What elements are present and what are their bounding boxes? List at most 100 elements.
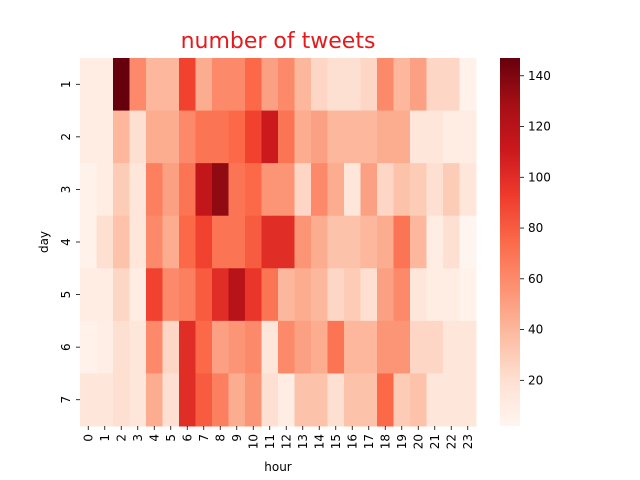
heatmap-cell	[96, 215, 114, 269]
x-tick-label: 9	[230, 434, 244, 442]
heatmap-cell	[410, 320, 427, 374]
heatmap-cell	[459, 58, 477, 112]
heatmap-cell	[311, 268, 328, 322]
colorbar-tick-label: 20	[528, 373, 543, 387]
heatmap-cell	[96, 268, 114, 322]
x-tick-label: 15	[329, 434, 343, 449]
heatmap-cell	[129, 373, 147, 427]
heatmap-cell	[179, 215, 196, 269]
heatmap-cell	[195, 320, 213, 374]
heatmap-cell	[327, 373, 345, 427]
colorbar	[500, 58, 520, 426]
heatmap-cell	[228, 215, 246, 269]
heatmap-cell	[294, 320, 312, 374]
heatmap-cell	[245, 215, 262, 269]
x-tick-label: 2	[114, 434, 128, 442]
heatmap-cell	[327, 268, 345, 322]
heatmap-cell	[327, 110, 345, 164]
heatmap-cell	[278, 373, 295, 427]
heatmap-cell	[393, 58, 411, 112]
x-tick-label: 4	[147, 434, 161, 442]
heatmap-cell	[179, 58, 196, 112]
y-axis-label: day	[37, 231, 51, 253]
heatmap-cell	[294, 268, 312, 322]
heatmap-cell	[360, 163, 378, 217]
heatmap-cell	[344, 268, 361, 322]
heatmap-cell	[129, 110, 147, 164]
heatmap-cell	[410, 373, 427, 427]
heatmap-cell	[162, 268, 180, 322]
x-tick-label: 17	[362, 434, 376, 449]
heatmap-cell	[129, 320, 147, 374]
heatmap-cell	[393, 163, 411, 217]
heatmap-cell	[179, 373, 196, 427]
heatmap-cell	[228, 110, 246, 164]
heatmap-cell	[179, 110, 196, 164]
heatmap-cell	[410, 163, 427, 217]
heatmap-cell	[344, 215, 361, 269]
heatmap-cell	[278, 320, 295, 374]
colorbar-tick-label: 40	[528, 323, 543, 337]
heatmap-cell	[80, 110, 97, 164]
heatmap-cell	[344, 110, 361, 164]
x-tick-label: 12	[279, 434, 293, 449]
heatmap-cell	[212, 320, 229, 374]
heatmap-cell	[410, 58, 427, 112]
heatmap-cell	[278, 58, 295, 112]
colorbar-tick-label: 60	[528, 272, 543, 286]
heatmap-cell	[162, 110, 180, 164]
heatmap-cell	[377, 268, 394, 322]
x-tick-label: 6	[180, 434, 194, 442]
heatmap-cell	[344, 320, 361, 374]
heatmap-cell	[311, 58, 328, 112]
heatmap-cell	[377, 58, 394, 112]
heatmap-cell	[245, 268, 262, 322]
heatmap-cell	[261, 215, 279, 269]
heatmap-cell	[327, 163, 345, 217]
heatmap-cell	[228, 320, 246, 374]
heatmap-cell	[443, 110, 460, 164]
y-tick-label: 1	[59, 80, 73, 88]
heatmap-cell	[96, 110, 114, 164]
heatmap-cell	[245, 58, 262, 112]
heatmap-cell	[261, 268, 279, 322]
heatmap-cell	[426, 215, 444, 269]
x-tick-label: 14	[312, 434, 326, 449]
x-tick-label: 13	[296, 434, 310, 449]
colorbar-tick-label: 100	[528, 170, 551, 184]
heatmap-cell	[377, 163, 394, 217]
heatmap-cell	[80, 320, 97, 374]
heatmap-cell	[278, 110, 295, 164]
heatmap-cell	[162, 320, 180, 374]
heatmap-cell	[360, 110, 378, 164]
y-tick-label: 6	[59, 343, 73, 351]
heatmap-cell	[443, 163, 460, 217]
heatmap-cell	[443, 320, 460, 374]
heatmap-cell	[162, 373, 180, 427]
heatmap-cell	[195, 58, 213, 112]
heatmap-cell	[212, 268, 229, 322]
heatmap-cell	[393, 373, 411, 427]
heatmap-cell	[311, 110, 328, 164]
heatmap-cell	[261, 58, 279, 112]
heatmap-cell	[146, 320, 163, 374]
heatmap-cell	[129, 215, 147, 269]
heatmap-cell	[311, 320, 328, 374]
heatmap-cell	[129, 163, 147, 217]
x-tick-label: 7	[197, 434, 211, 442]
heatmap-cell	[344, 373, 361, 427]
heatmap-cell	[443, 268, 460, 322]
heatmap-cell	[377, 110, 394, 164]
heatmap-cell	[393, 110, 411, 164]
heatmap-cell	[80, 58, 97, 112]
heatmap-cell	[80, 215, 97, 269]
heatmap-cell	[294, 373, 312, 427]
heatmap-cell	[195, 268, 213, 322]
x-tick-label: 5	[164, 434, 178, 442]
x-tick-label: 1	[98, 434, 112, 442]
heatmap-cell	[426, 268, 444, 322]
heatmap-cell	[311, 163, 328, 217]
heatmap-cell	[228, 163, 246, 217]
heatmap-cell	[80, 373, 97, 427]
heatmap-cell	[393, 268, 411, 322]
